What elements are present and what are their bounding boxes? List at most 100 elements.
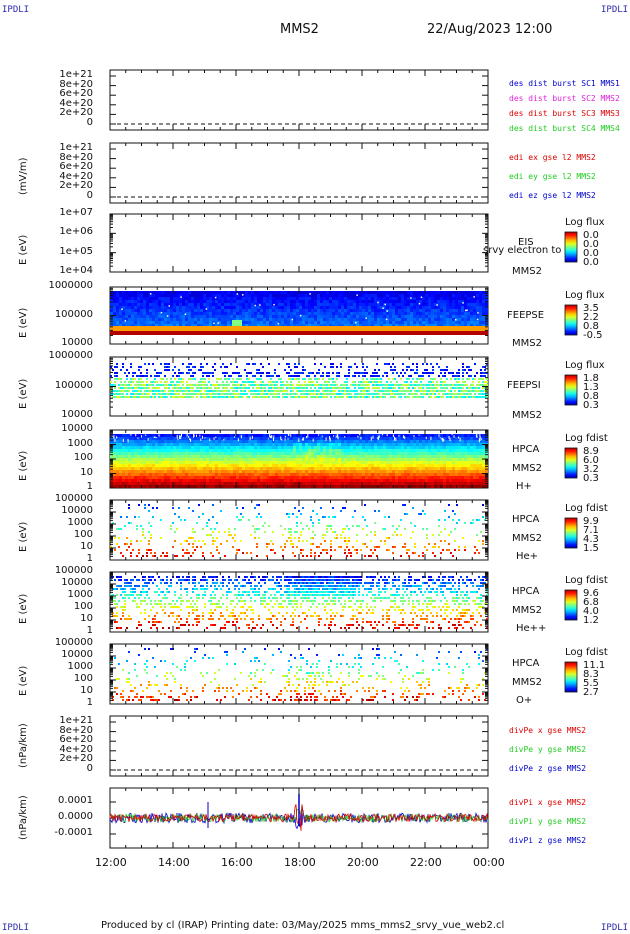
instrument-label-hpca-he: HPCA (512, 514, 540, 525)
panel-frame-divpe (109, 715, 489, 777)
y-tick-label-hpca-hepp: 1000 (67, 589, 93, 600)
y-tick-label-hpca-o: 1000 (67, 661, 93, 672)
y-tick-label-divpi: -0.0001 (54, 827, 93, 838)
spacecraft-label-hpca-hepp: MMS2 (512, 605, 542, 616)
y-tick-label-edi-e: 0 (86, 190, 93, 201)
y-tick-label-hpca-hepp: 10 (80, 613, 93, 624)
y-tick-label-feeps-i: 1000000 (48, 350, 93, 361)
instrument-label-feeps-i: FEEPSI (507, 380, 541, 391)
colorbar-value-feeps-e: 0.8 (583, 321, 599, 332)
legend-entry: edi ez gse l2 MMS2 (509, 191, 596, 200)
colorbar-value-hpca-he: 9.9 (583, 516, 599, 527)
y-tick-label-feeps-i: 10000 (61, 409, 93, 420)
y-tick-label-hpca-o: 10000 (61, 649, 93, 660)
y-tick-label-hpca-hepp: 10000 (61, 577, 93, 588)
instrument-label-hpca-o: HPCA (512, 658, 540, 669)
legend-entry: des dist burst SC4 MMS4 (509, 124, 620, 133)
colorbar-value-feeps-e: 2.2 (583, 312, 599, 323)
colorbar-value-hpca-hepp: 4.0 (583, 606, 599, 617)
y-tick-label-hpca-h: 100 (73, 452, 93, 463)
colorbar-value-feeps-e: 3.5 (583, 303, 599, 314)
colorbar-hpca-he (564, 517, 578, 549)
y-tick-label-hpca-h: 10000 (61, 423, 93, 434)
colorbar-title-feeps-e: Log flux (565, 290, 605, 301)
colorbar-value-hpca-o: 8.3 (583, 669, 599, 680)
y-tick-label-divpi: 0.0000 (58, 811, 93, 822)
y-tick-label-hpca-h: 10 (80, 466, 93, 478)
colorbar-value-hpca-h: 0.3 (583, 473, 599, 484)
x-tick-label: 12:00 (95, 856, 127, 869)
y-axis-label-edi-e: (mV/m) (18, 157, 29, 196)
spacecraft-label-feeps-i: MMS2 (512, 410, 542, 421)
spacecraft-label-hpca-o: MMS2 (512, 677, 542, 688)
y-tick-label-des-dist-burst: 8e+20 (59, 78, 93, 90)
y-tick-label-eis: 1e+06 (59, 226, 93, 238)
colorbar-value-feeps-i: 0.8 (583, 391, 599, 402)
y-tick-label-hpca-h: 1 (86, 481, 93, 492)
instrument-label-eis: EIS (518, 237, 534, 248)
x-tick-label: 20:00 (347, 856, 379, 869)
legend-entry: divPi y gse MMS2 (509, 817, 587, 826)
y-tick-label-feeps-e: 1000000 (48, 280, 93, 291)
corner-label-bottom-left: IPDLI (2, 923, 30, 933)
y-tick-label-eis: 1e+07 (59, 207, 93, 218)
corner-label-top-left: IPDLI (2, 5, 30, 15)
legend-entry: des dist burst SC3 MMS3 (509, 109, 620, 118)
spectrogram-hpca-o (110, 648, 488, 701)
legend-entry: divPe z gse MMS2 (509, 764, 587, 773)
spacecraft-label-hpca-h: MMS2 (512, 463, 542, 474)
colorbar-value-hpca-hepp: 6.8 (583, 597, 599, 608)
legend-entry: des dist burst SC2 MMS2 (509, 94, 620, 103)
y-axis-label-feeps-i: E (eV) (18, 378, 29, 409)
legend-entry: divPi z gse MMS2 (509, 836, 587, 845)
colorbar-value-hpca-o: 2.7 (583, 687, 599, 698)
panel-frame-des-dist-burst (109, 69, 489, 131)
species-label-hpca-hepp: He++ (516, 623, 547, 634)
spectrogram-hpca-h (110, 433, 488, 488)
y-tick-label-hpca-he: 10000 (61, 505, 93, 516)
colorbar-value-hpca-o: 5.5 (583, 678, 599, 689)
species-label-hpca-h: H+ (516, 481, 532, 492)
panel-frame-edi-e (109, 142, 489, 204)
date-title: 22/Aug/2023 12:00 (427, 22, 553, 37)
spectrogram-hpca-he (110, 504, 486, 557)
panel-frame-hpca-he (109, 499, 489, 561)
species-label-hpca-o: O+ (516, 695, 533, 706)
colorbar-eis (564, 231, 578, 263)
y-tick-label-edi-e: 4e+20 (59, 170, 93, 182)
mission-title: MMS2 (280, 22, 319, 37)
colorbar-title-hpca-o: Log fdist (565, 647, 608, 658)
y-tick-label-edi-e: 2e+20 (59, 180, 93, 192)
legend-entry: des dist burst SC1 MMS1 (509, 79, 620, 88)
y-tick-label-hpca-hepp: 1 (86, 625, 93, 636)
colorbar-value-hpca-hepp: 1.2 (583, 615, 599, 626)
y-tick-label-des-dist-burst: 6e+20 (59, 88, 93, 100)
y-tick-label-hpca-he: 1000 (67, 517, 93, 528)
y-tick-label-feeps-e: 100000 (54, 308, 93, 320)
legend-entry: edi ex gse l2 MMS2 (509, 153, 596, 162)
y-axis-label-divpe: (nPa/km) (18, 723, 29, 768)
spacecraft-label-hpca-he: MMS2 (512, 533, 542, 544)
y-tick-label-edi-e: 6e+20 (59, 161, 93, 173)
spacecraft-label-feeps-e: MMS2 (512, 338, 542, 349)
colorbar-value-hpca-h: 8.9 (583, 446, 599, 457)
y-tick-label-hpca-he: 100 (73, 529, 93, 540)
y-axis-label-hpca-o: E (eV) (18, 665, 29, 696)
y-tick-label-divpe: 1e+21 (59, 715, 93, 726)
y-tick-label-des-dist-burst: 0 (86, 117, 93, 128)
colorbar-value-hpca-hepp: 9.6 (583, 588, 599, 599)
y-axis-label-hpca-h: E (eV) (18, 450, 29, 481)
colorbar-hpca-hepp (564, 589, 578, 621)
panel-frame-eis (109, 213, 489, 273)
legend-entry: divPe y gse MMS2 (509, 745, 587, 754)
y-tick-label-divpe: 6e+20 (59, 734, 93, 746)
colorbar-hpca-o (564, 661, 578, 693)
colorbar-value-eis: 0.0 (583, 248, 599, 259)
colorbar-feeps-i (564, 374, 578, 406)
colorbar-value-eis: 0.0 (583, 230, 599, 241)
x-tick-label: 22:00 (410, 856, 442, 869)
colorbar-value-feeps-i: 1.3 (583, 382, 599, 393)
y-tick-label-divpe: 4e+20 (59, 743, 93, 755)
spectrogram-feeps-e (110, 291, 488, 335)
y-tick-label-feeps-e: 10000 (61, 337, 93, 348)
